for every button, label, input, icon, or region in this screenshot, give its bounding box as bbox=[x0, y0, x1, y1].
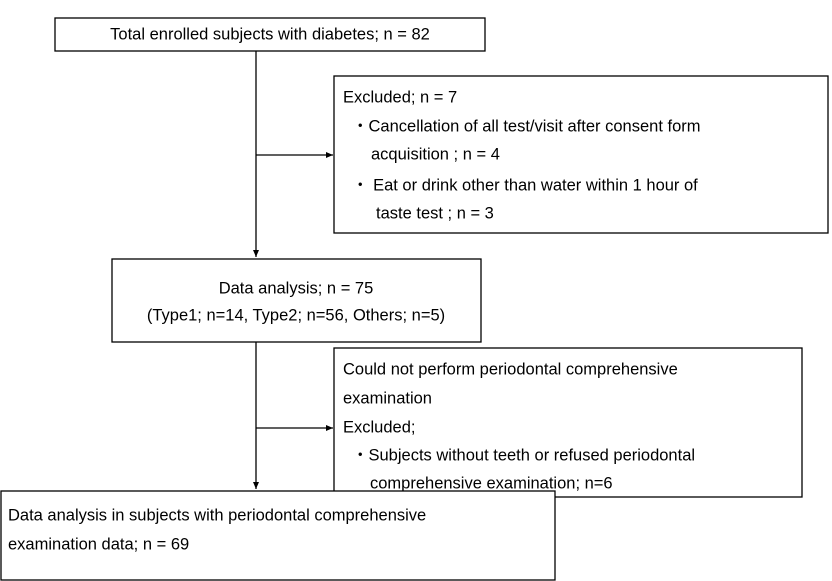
box-text: Could not perform periodontal comprehens… bbox=[343, 360, 678, 378]
box-text: comprehensive examination; n=6 bbox=[370, 474, 613, 492]
box bbox=[0, 490, 556, 581]
box-text: examination bbox=[343, 389, 432, 407]
box-text: acquisition ; n = 4 bbox=[371, 145, 500, 163]
box-text: Excluded; n = 7 bbox=[343, 88, 457, 106]
box-text: taste test ; n = 3 bbox=[376, 204, 494, 222]
box-text: Total enrolled subjects with diabetes; n… bbox=[110, 25, 430, 43]
box-text: (Type1; n=14, Type2; n=56, Others; n=5) bbox=[147, 306, 445, 324]
box bbox=[111, 258, 482, 343]
box-text: ・ Eat or drink other than water within 1… bbox=[352, 176, 698, 194]
box-text: Excluded; bbox=[343, 418, 415, 436]
box bbox=[333, 347, 803, 498]
box-text: ・Subjects without teeth or refused perio… bbox=[352, 446, 695, 464]
box bbox=[54, 17, 486, 52]
box-text: Data analysis; n = 75 bbox=[219, 279, 374, 297]
box-text: Data analysis in subjects with periodont… bbox=[8, 506, 426, 524]
box bbox=[333, 75, 829, 234]
box-text: ・Cancellation of all test/visit after co… bbox=[352, 117, 700, 135]
box-text: examination data; n = 69 bbox=[8, 535, 189, 553]
